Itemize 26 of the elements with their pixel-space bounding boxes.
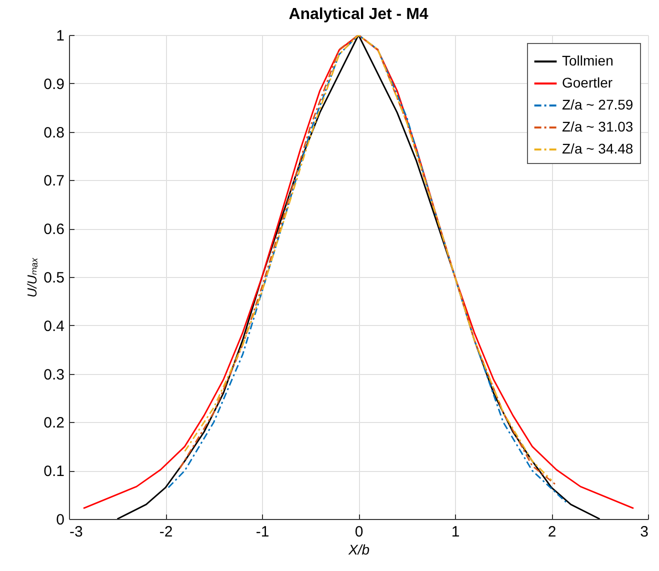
- y-tick-label: 0: [56, 512, 64, 528]
- y-tick-label: 0.7: [44, 172, 64, 190]
- x-tick-label: 2: [548, 524, 556, 540]
- y-tick-label: 0.8: [44, 124, 64, 142]
- y-tick-label: 0.3: [44, 366, 64, 384]
- y-tick-label: 0.1: [44, 463, 64, 480]
- legend-label: Tollmien: [562, 52, 614, 68]
- legend-label: Goertler: [562, 74, 613, 90]
- legend-label: Z/a ~ 31.03: [562, 118, 634, 134]
- chart-title: Analytical Jet - M4: [288, 6, 428, 23]
- y-tick-label: 0.4: [44, 318, 64, 335]
- x-axis-title: X/b: [347, 542, 370, 558]
- legend-label: Z/a ~ 34.48: [562, 140, 634, 156]
- y-axis-title: U/Uₘₐₓ: [24, 257, 40, 298]
- x-tick-label: -2: [159, 524, 173, 540]
- x-tick-label: 1: [451, 524, 460, 540]
- x-tick-label: 0: [354, 524, 364, 540]
- x-tick-label: -1: [256, 524, 270, 540]
- legend-label: Z/a ~ 27.59: [562, 96, 634, 112]
- y-tick-label: 0.6: [44, 221, 64, 238]
- y-tick-label: 0.2: [44, 414, 64, 432]
- y-tick-label: 0.9: [44, 76, 64, 93]
- y-tick-label: 1: [56, 28, 64, 44]
- y-tick-label: 0.5: [44, 270, 64, 286]
- x-tick-label: -3: [70, 524, 83, 540]
- x-tick-label: 3: [640, 524, 648, 540]
